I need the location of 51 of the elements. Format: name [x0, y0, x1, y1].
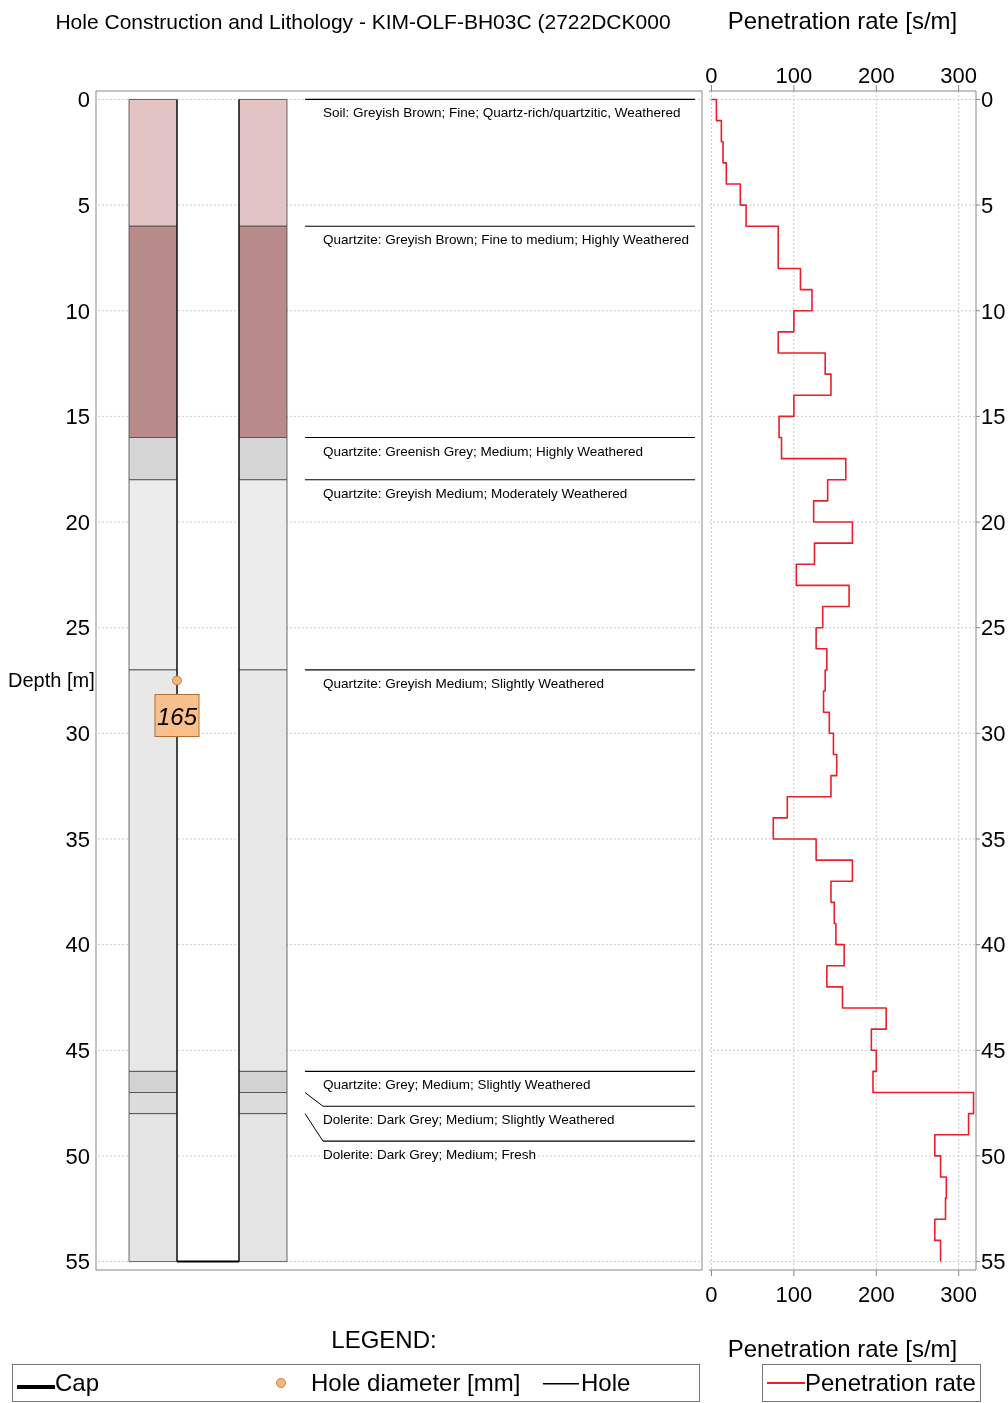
- x2-tick-label: 0: [705, 1281, 718, 1307]
- y-tick-label: 5: [981, 192, 994, 218]
- text: Quartzite: Grey; Medium; Slightly Weathered: [323, 1077, 591, 1093]
- y-tick-label: 0: [981, 87, 994, 113]
- x-tick-label: 0: [705, 63, 718, 88]
- y-tick-label: 35: [981, 826, 1006, 852]
- x2-axis-title: Penetration rate [s/m]: [727, 7, 958, 35]
- y-axis-title: Depth [m]: [8, 668, 95, 692]
- y-tick-label: 25: [981, 615, 1006, 641]
- text: Dolerite: Dark Grey; Medium; Fresh: [323, 1147, 537, 1163]
- y-tick-label: 15: [65, 404, 90, 430]
- x2-tick-label: 200: [857, 1281, 895, 1307]
- y-tick-label: 30: [65, 721, 90, 747]
- y-tick-label: 55: [65, 1249, 90, 1275]
- y-tick-label: 20: [981, 509, 1006, 535]
- annotation: 165: [156, 702, 198, 730]
- text: Quartzite: Greenish Grey; Medium; Highly Weathered: [323, 443, 644, 459]
- y-tick-label: 25: [65, 615, 90, 641]
- y-tick-label: 35: [65, 826, 90, 852]
- y-tick-label: 0: [77, 87, 90, 113]
- y-tick-label: 40: [981, 932, 1006, 958]
- text: Hole diameter [mm]: [311, 1369, 521, 1397]
- y-tick-label: 40: [65, 932, 90, 958]
- y-tick-label: 55: [981, 1249, 1006, 1275]
- text: Cap: [55, 1369, 100, 1397]
- legend-title: LEGEND:: [331, 1326, 437, 1353]
- y-tick-label: 45: [65, 1038, 90, 1064]
- y-tick-label: 50: [65, 1143, 90, 1169]
- text: Soil: Greyish Brown; Fine; Quartz-rich/quartzitic, Weathered: [323, 105, 681, 121]
- text: Dolerite: Dark Grey; Medium; Slightly Weathered: [323, 1112, 615, 1128]
- x-axis-title: Penetration rate [s/m]: [727, 1335, 958, 1362]
- text: Hole Construction and Lithology - KIM-OLF-BH03C (2722DCK000: [54, 10, 672, 34]
- x2-tick-label: 100: [775, 1281, 813, 1307]
- x2-tick-label: 300: [940, 1281, 978, 1307]
- text: Quartzite: Greyish Brown; Fine to medium; Highly Weathered: [323, 232, 689, 248]
- y-tick-label: 5: [77, 192, 90, 218]
- legend-label: Penetration rate: [804, 1369, 976, 1397]
- y-tick-label: 45: [981, 1038, 1006, 1064]
- y-tick-label: 15: [981, 404, 1006, 430]
- text: Quartzite: Greyish Medium; Slightly Weathered: [323, 675, 605, 691]
- y-tick-label: 10: [981, 298, 1006, 324]
- x-tick-label: 100: [775, 63, 813, 88]
- y-tick-label: 10: [65, 298, 90, 324]
- x-tick-label: 200: [857, 63, 895, 88]
- x-tick-label: 300: [940, 63, 978, 88]
- y-tick-label: 20: [65, 509, 90, 535]
- y-tick-label: 50: [981, 1143, 1006, 1169]
- y-tick-label: 30: [981, 721, 1006, 747]
- text: Quartzite: Greyish Medium; Moderately Weathered: [323, 485, 628, 501]
- text: Hole: [581, 1369, 631, 1397]
- line-series: [710, 98, 975, 1263]
